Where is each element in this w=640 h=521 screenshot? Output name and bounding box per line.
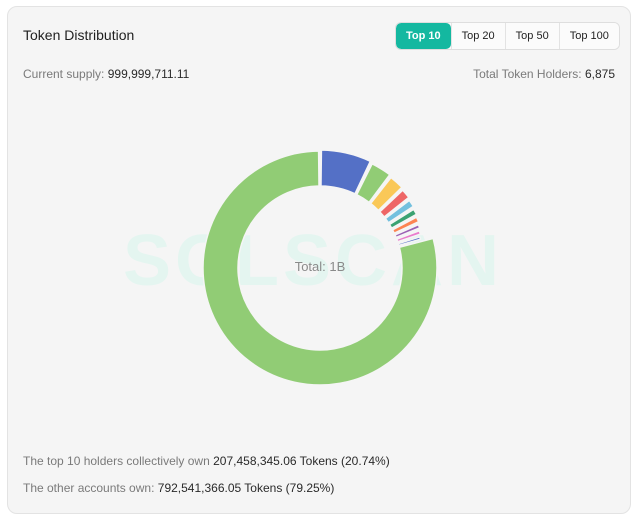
tab-top-20[interactable]: Top 20 xyxy=(450,23,505,49)
tab-top-100[interactable]: Top 100 xyxy=(558,23,619,49)
other-accounts-summary-value: 792,541,366.05 Tokens (79.25%) xyxy=(157,481,335,495)
donut-slice-10[interactable] xyxy=(397,236,422,247)
current-supply-label: Current supply: xyxy=(23,67,105,81)
token-distribution-card: Token Distribution Top 10 Top 20 Top 50 … xyxy=(7,6,631,514)
donut-slice-2[interactable] xyxy=(355,163,391,204)
top-holders-summary: The top 10 holders collectively own 207,… xyxy=(23,454,390,468)
donut-slice-8[interactable] xyxy=(394,223,421,239)
other-accounts-summary: The other accounts own: 792,541,366.05 T… xyxy=(23,481,334,495)
total-holders-label: Total Token Holders: xyxy=(473,67,582,81)
donut-slice-4[interactable] xyxy=(378,189,410,218)
donut-slice-5[interactable] xyxy=(384,199,415,224)
total-holders: Total Token Holders: 6,875 xyxy=(473,67,615,81)
top-holders-summary-value: 207,458,345.06 Tokens (20.74%) xyxy=(213,454,390,468)
donut-center-label: Total: 1B xyxy=(294,259,346,274)
top-holders-summary-label: The top 10 holders collectively own xyxy=(23,454,210,468)
current-supply: Current supply: 999,999,711.11 xyxy=(23,67,189,81)
donut-slice-6[interactable] xyxy=(388,208,418,229)
other-accounts-summary-label: The other accounts own: xyxy=(23,481,155,495)
card-title: Token Distribution xyxy=(23,27,135,43)
donut-slice-11[interactable] xyxy=(202,150,438,386)
donut-slice-1[interactable] xyxy=(320,149,372,195)
tab-top-10[interactable]: Top 10 xyxy=(396,23,451,49)
top-holders-tabs: Top 10 Top 20 Top 50 Top 100 xyxy=(395,22,620,50)
total-holders-value: 6,875 xyxy=(584,67,615,81)
donut-slice-3[interactable] xyxy=(369,176,403,212)
current-supply-value: 999,999,711.11 xyxy=(107,67,190,81)
donut-slice-9[interactable] xyxy=(396,230,422,243)
donut-slice-7[interactable] xyxy=(391,216,420,234)
tab-top-50[interactable]: Top 50 xyxy=(504,23,559,49)
distribution-donut-chart xyxy=(202,149,438,386)
